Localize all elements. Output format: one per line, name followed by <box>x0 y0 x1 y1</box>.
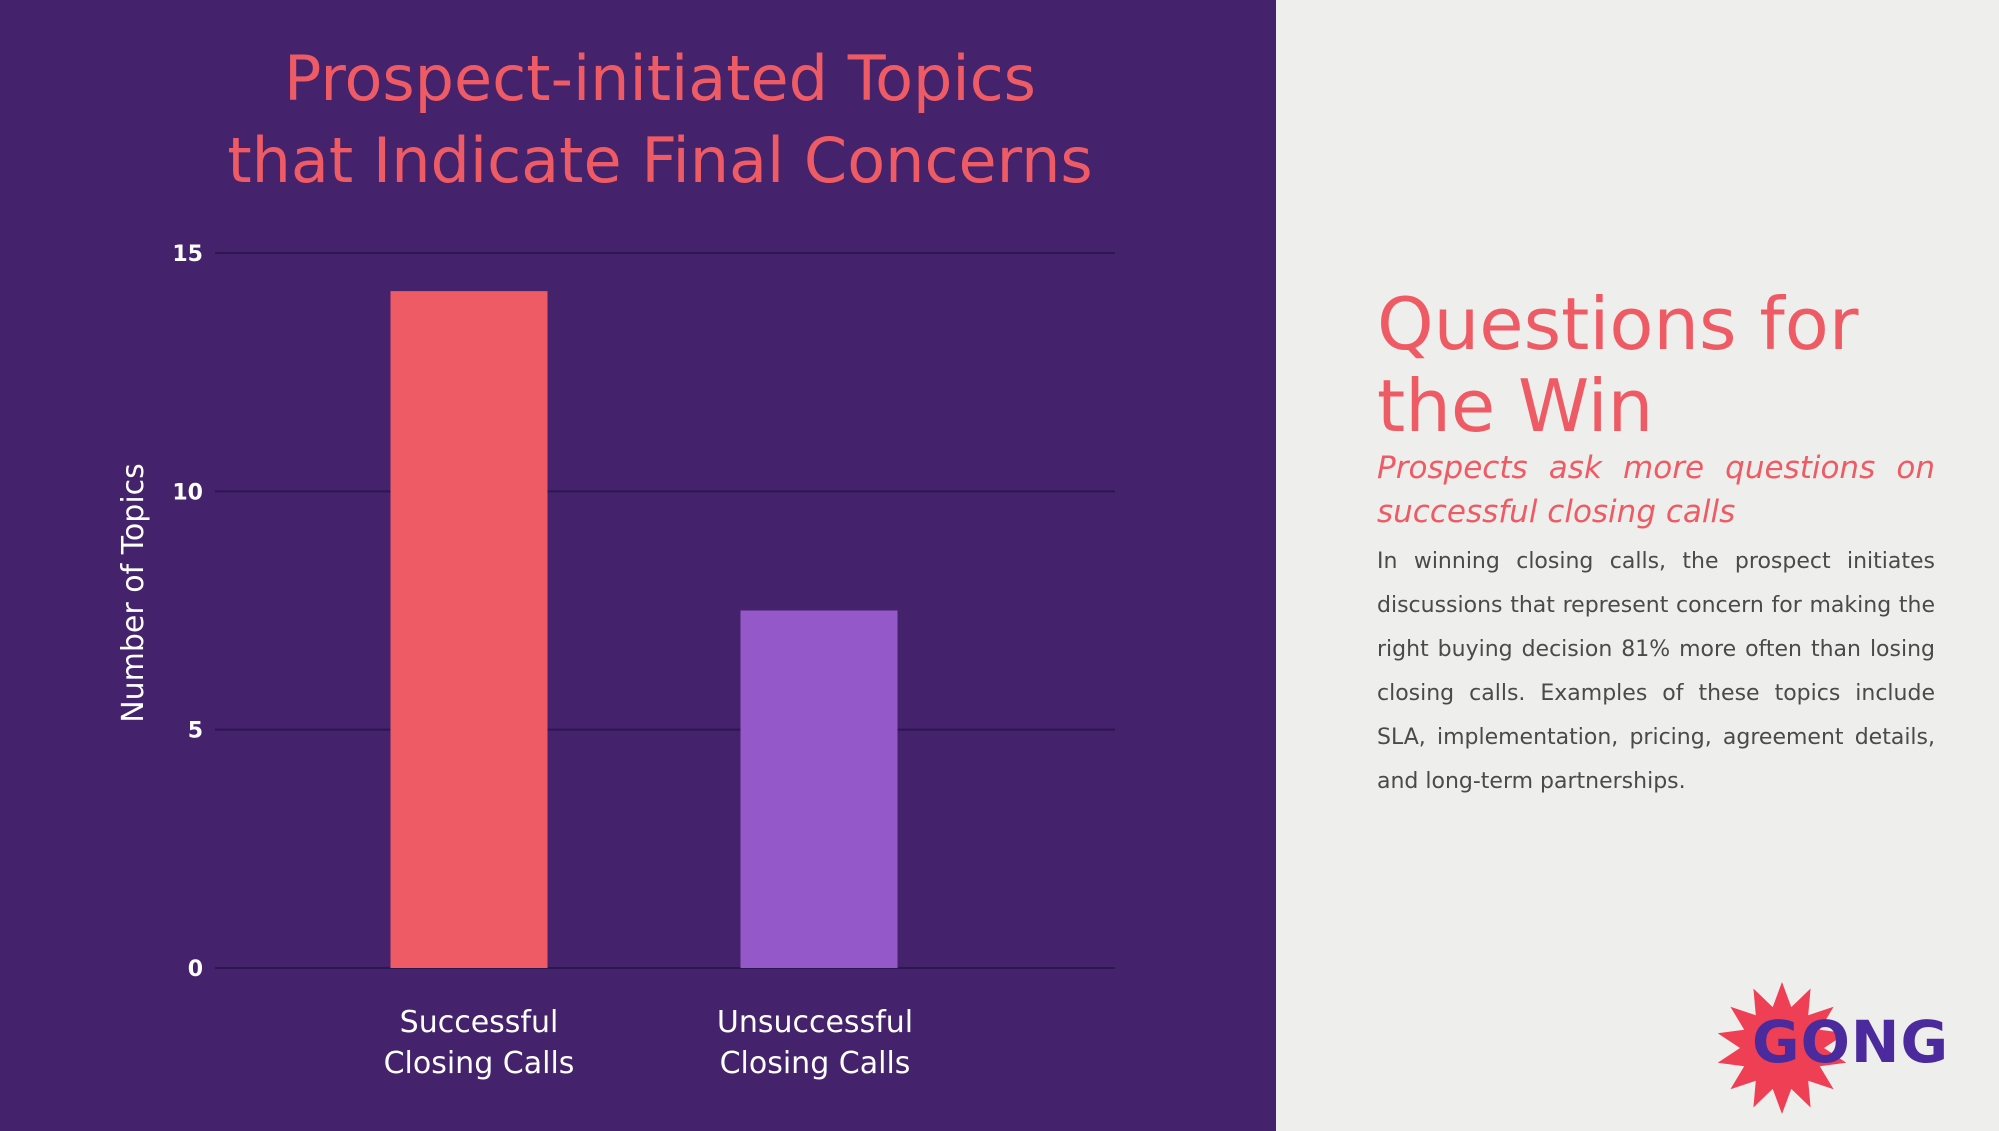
x-category-label: Closing Calls <box>384 1046 575 1081</box>
side-heading-line-1: Questions for <box>1377 282 1859 366</box>
y-tick-label: 0 <box>188 957 203 982</box>
chart-title-line-2: that Indicate Final Concerns <box>227 124 1093 197</box>
chart-title: Prospect-initiated Topics that Indicate … <box>160 38 1160 202</box>
side-heading-line-2: the Win <box>1377 364 1654 448</box>
side-subheading: Prospects ask more questions on successf… <box>1377 450 1935 530</box>
chart-title-line-1: Prospect-initiated Topics <box>284 42 1036 115</box>
x-category-label: Closing Calls <box>720 1046 911 1081</box>
starburst-icon <box>1717 982 1847 1114</box>
side-body-text: In winning closing calls, the prospect i… <box>1377 549 1935 794</box>
y-tick-label: 15 <box>172 242 203 267</box>
bar-chart: 0 5 10 15 Successful Closing Calls Unsuccessfu… <box>116 242 1115 1081</box>
y-axis-title: Number of Topics <box>116 463 151 723</box>
y-tick-label: 10 <box>172 480 203 505</box>
x-category-label: Successful <box>400 1005 559 1040</box>
chart-panel: Prospect-initiated Topics that Indicate … <box>0 0 1276 1131</box>
y-tick-label: 5 <box>188 719 203 744</box>
x-category-label: Unsuccessful <box>717 1005 913 1040</box>
side-heading: Questions for the Win <box>1377 283 1937 447</box>
gong-logo: GONG <box>1712 980 1948 1115</box>
bar-unsuccessful <box>740 610 898 968</box>
logo-text: GONG <box>1752 1008 1950 1076</box>
text-panel <box>1276 0 1999 1131</box>
bar-successful <box>390 291 548 969</box>
